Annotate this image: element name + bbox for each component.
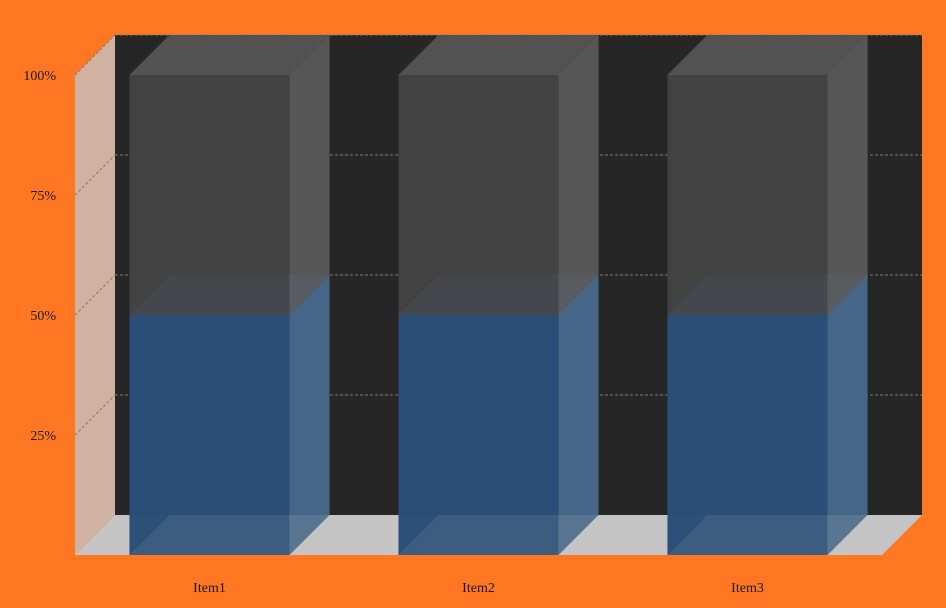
y-tick-label: 25%: [30, 429, 56, 444]
bar-front-face: [667, 315, 828, 555]
side-wall: [75, 35, 115, 555]
bar-front-face: [129, 315, 290, 555]
bar-side-face: [558, 35, 599, 315]
x-category-label: Item1: [193, 581, 226, 596]
bar-segment: [667, 275, 868, 555]
bar-top-face: [129, 35, 330, 75]
bar-front-face: [129, 75, 290, 315]
gridline-side: [74, 394, 116, 436]
y-tick-label: 75%: [30, 189, 56, 204]
y-axis-tick-labels: 25% 50% 75% 100%: [23, 69, 56, 444]
x-category-label: Item3: [731, 581, 764, 596]
bar-front-face: [667, 75, 828, 315]
bar-segment: [129, 35, 330, 315]
bar-side-face: [558, 275, 599, 555]
bar-side-face: [289, 275, 330, 555]
bar-top-face: [398, 35, 599, 75]
bar-segment: [398, 35, 599, 315]
x-category-label: Item2: [462, 581, 495, 596]
gridline-side: [74, 274, 116, 316]
chart-bars: [129, 35, 868, 555]
bar-side-face: [827, 275, 868, 555]
gridline-side: [74, 34, 116, 76]
y-tick-label: 100%: [23, 69, 56, 84]
bar-segment: [129, 275, 330, 555]
bar-top-face: [667, 35, 868, 75]
gridline-side: [74, 154, 116, 196]
x-axis-category-labels: Item1 Item2 Item3: [193, 581, 764, 596]
bar-side-face: [827, 35, 868, 315]
bar-front-face: [398, 75, 559, 315]
bar-side-face: [289, 35, 330, 315]
bar-segment: [667, 35, 868, 315]
bar-front-face: [398, 315, 559, 555]
y-tick-label: 50%: [30, 309, 56, 324]
bar-segment: [398, 275, 599, 555]
